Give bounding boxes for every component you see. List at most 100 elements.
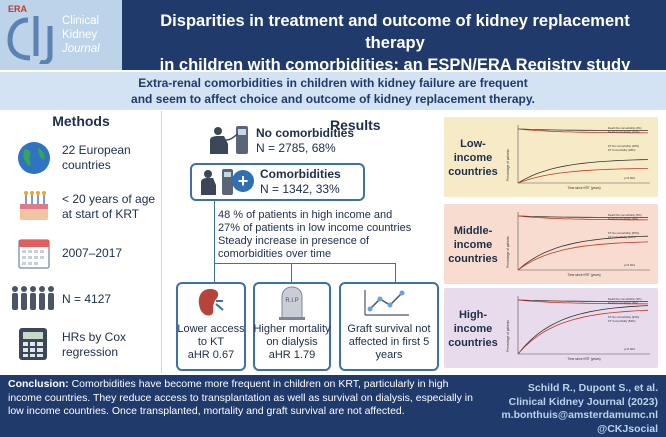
methods-item-n: N = 4127	[62, 292, 112, 306]
outcome-line: Lower access	[177, 323, 245, 335]
globe-icon	[18, 142, 50, 174]
chart-p-value: p<0.001	[624, 176, 635, 180]
country-label-line: countries	[448, 337, 498, 349]
cumulative-incidence-chart: Percentage of patients Time since KRT (ye…	[506, 296, 650, 361]
chart-series-death-comorbidity	[517, 128, 649, 134]
dialysis-patient-icon	[201, 169, 233, 195]
chart-series-kt-no-comorbidity	[517, 235, 649, 271]
methods-item-countries: 22 European countries	[62, 143, 131, 173]
country-label-line: income	[453, 323, 493, 335]
outcome-line: affected in first 5	[348, 336, 430, 348]
page-title: Disparities in treatment and outcome of …	[132, 10, 658, 76]
chart-p-value: p<0.001	[624, 263, 635, 267]
country-label-line: countries	[448, 253, 498, 265]
citation-authors: Schild R., Dupont S., et al.	[527, 382, 658, 394]
no-comorbidities-label: No comorbidities	[256, 126, 355, 140]
methods-item-stats: HRs by Cox regression	[62, 330, 126, 360]
note-line: comorbidities over time	[218, 248, 332, 260]
note-line: Steady increase in presence of	[218, 235, 370, 247]
citation: Schild R., Dupont S., et al. Clinical Ki…	[482, 382, 658, 436]
title-line: Disparities in treatment and outcome of …	[160, 12, 630, 52]
methods-item-line: 22 European	[62, 143, 131, 157]
chart-y-label: Percentage of patients	[506, 149, 510, 181]
chart-legend-entry: Death Comorbidity (9%)	[608, 217, 638, 221]
conclusion-label: Conclusion:	[8, 378, 69, 390]
chart-series-death-comorbidity	[517, 215, 649, 221]
connector-line	[214, 263, 215, 282]
outcome-line: on dialysis	[266, 336, 318, 348]
chart-legend-entry: Death Comorbidity (10%)	[608, 130, 639, 134]
outcome-box-graft	[339, 282, 439, 371]
calendar-icon	[18, 239, 50, 269]
line-graph-icon	[364, 290, 409, 316]
chart-legend-entry: KT No comorbidity (65%)	[608, 231, 639, 235]
citation-journal: Clinical Kidney Journal (2023)	[508, 395, 658, 408]
calculator-icon	[19, 328, 47, 360]
country-income-label: Middle-income countries	[446, 224, 500, 266]
outcome-line: to KT	[197, 336, 225, 348]
outcome-line: aHR 1.79	[268, 349, 316, 361]
connector-line	[395, 263, 396, 282]
methods-item-line: HRs by Cox	[62, 330, 127, 344]
chart-series-kt-no-comorbidity	[517, 159, 649, 184]
footer-banner	[0, 375, 666, 437]
journal-name-line: Journal	[62, 43, 100, 55]
birthday-cake-icon	[20, 191, 48, 220]
chart-x-label: Time since KRT (years)	[567, 186, 600, 190]
chart-legend-entry: KT No comorbidity (45%)	[608, 144, 639, 148]
country-label-line: income	[453, 152, 493, 164]
methods-item-line: at start of KRT	[62, 207, 140, 221]
country-label-line: Middle-	[453, 225, 493, 237]
era-logo-text: ERA	[8, 4, 28, 14]
chart-series-kt-comorbidity	[517, 241, 649, 271]
conclusion-body: Comorbidities have become more frequent …	[8, 378, 473, 417]
journal-name-line: Kidney	[62, 29, 98, 41]
outcome-box-transplant	[176, 282, 246, 371]
journal-name-line: Clinical	[62, 15, 100, 27]
comorbidities-label: Comorbidities	[260, 167, 341, 181]
dialysis-patient-icon	[210, 126, 248, 154]
contact-email[interactable]: m.bonthuis@amsterdamumc.nl	[501, 409, 658, 421]
methods-item-line: countries	[62, 158, 111, 172]
chart-legend-entry: KT No comorbidity (93%)	[608, 315, 639, 319]
social-handle[interactable]: @CKJsocial	[596, 422, 658, 435]
connector-line	[214, 263, 396, 264]
outcome-text-mortality: Higher mortality on dialysis aHR 1.79	[253, 323, 331, 362]
cumulative-incidence-chart: Percentage of patients Time since KRT (ye…	[506, 125, 650, 190]
title-line: in children with comorbidities: an ESPN/…	[159, 56, 631, 74]
ckj-logo-icon	[7, 16, 53, 64]
country-label-line: Low-	[460, 138, 486, 150]
key-message-line: and seem to affect choice and outcome of…	[131, 92, 535, 106]
gravestone-text: R.I.P	[285, 298, 298, 304]
country-label-line: income	[453, 239, 493, 251]
country-income-label: Low-income countries	[446, 137, 500, 179]
comorbidities-box	[190, 163, 365, 201]
chart-legend-entry: Death No comorbidity (4%)	[608, 126, 642, 130]
chart-series-kt-comorbidity	[517, 309, 649, 355]
chart-series-death-no-comorbidity	[517, 128, 648, 131]
methods-item-line: regression	[62, 345, 119, 359]
key-message-line: Extra-renal comorbidities in children wi…	[138, 76, 528, 90]
chart-legend-entry: KT Comorbidity (84%)	[608, 319, 636, 323]
no-comorbidities-count: N = 2785, 68%	[256, 141, 336, 155]
gravestone-icon: R.I.P	[279, 286, 305, 320]
chart-x-label: Time since KRT (years)	[567, 273, 600, 277]
chart-series-death-no-comorbidity	[517, 299, 648, 302]
methods-item-age: < 20 years of age at start of KRT	[62, 192, 155, 222]
chart-legend-entry: Death Comorbidity (5%)	[608, 301, 638, 305]
country-income-label: High-income countries	[446, 308, 500, 350]
cumulative-incidence-chart: Percentage of patients Time since KRT (ye…	[506, 212, 650, 277]
conclusion-text: Conclusion: Comorbidities have become mo…	[8, 378, 484, 419]
note-line: 48 % of patients in high income and	[218, 209, 393, 221]
outcome-text-transplant: Lower access to KT aHR 0.67	[176, 323, 246, 362]
chart-series-death-no-comorbidity	[517, 215, 648, 218]
chart-x-label: Time since KRT (years)	[567, 357, 600, 361]
country-label-line: High-	[458, 309, 488, 321]
chart-y-label: Percentage of patients	[506, 320, 510, 352]
kidney-icon	[198, 289, 224, 316]
chart-legend-entry: Death No comorbidity (5%)	[608, 213, 642, 217]
chart-series-death-comorbidity	[517, 299, 649, 305]
connector-line	[214, 201, 215, 263]
comorbidity-prevalence-note: 48 % of patients in high income and 27% …	[218, 209, 438, 261]
outcome-text-graft: Graft survival not affected in first 5 y…	[339, 323, 439, 362]
